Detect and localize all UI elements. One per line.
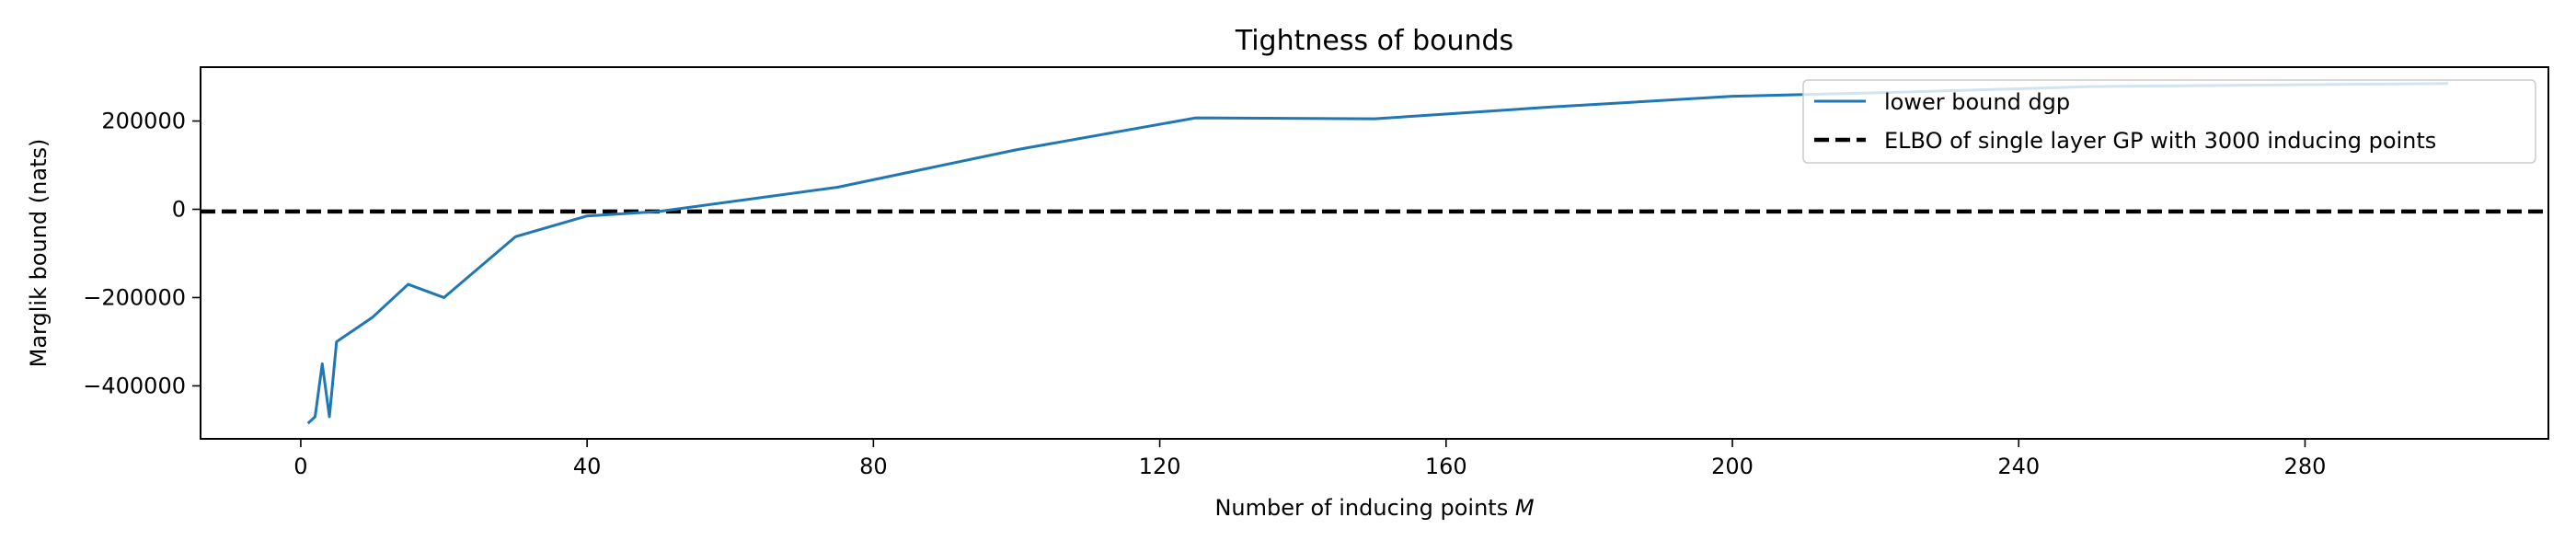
- legend: lower bound dgp ELBO of single layer GP …: [1802, 79, 2536, 164]
- x-tick-label: 240: [1997, 454, 2040, 479]
- x-axis-ticks: 0 40 80 120 160 200 240 280: [293, 439, 2326, 479]
- x-tick-label: 200: [1711, 454, 1754, 479]
- x-tick-label: 280: [2284, 454, 2327, 479]
- y-tick-label: 0: [172, 196, 186, 222]
- y-tick-label: 200000: [101, 109, 186, 134]
- y-tick-label: −400000: [83, 373, 186, 398]
- x-axis-label: Number of inducing points M: [1214, 495, 1534, 521]
- chart-title: Tightness of bounds: [1235, 25, 1513, 57]
- y-axis-ticks: −400000 −200000 0 200000: [83, 109, 201, 398]
- x-tick-label: 40: [573, 454, 602, 479]
- x-tick-label: 0: [293, 454, 307, 479]
- legend-label-elbo: ELBO of single layer GP with 3000 induci…: [1884, 128, 2436, 154]
- plot-area-frame: [200, 66, 2549, 440]
- x-tick-label: 80: [859, 454, 888, 479]
- x-tick-label: 160: [1425, 454, 1467, 479]
- legend-box: [1802, 79, 2536, 164]
- x-tick-label: 120: [1139, 454, 1181, 479]
- y-tick-label: −200000: [83, 284, 186, 310]
- y-axis-label: Marglik bound (nats): [26, 139, 52, 368]
- lower-bound-series-line: [306, 82, 2449, 425]
- legend-label-lower-bound: lower bound dgp: [1884, 89, 2070, 115]
- series-layer: [201, 82, 2548, 425]
